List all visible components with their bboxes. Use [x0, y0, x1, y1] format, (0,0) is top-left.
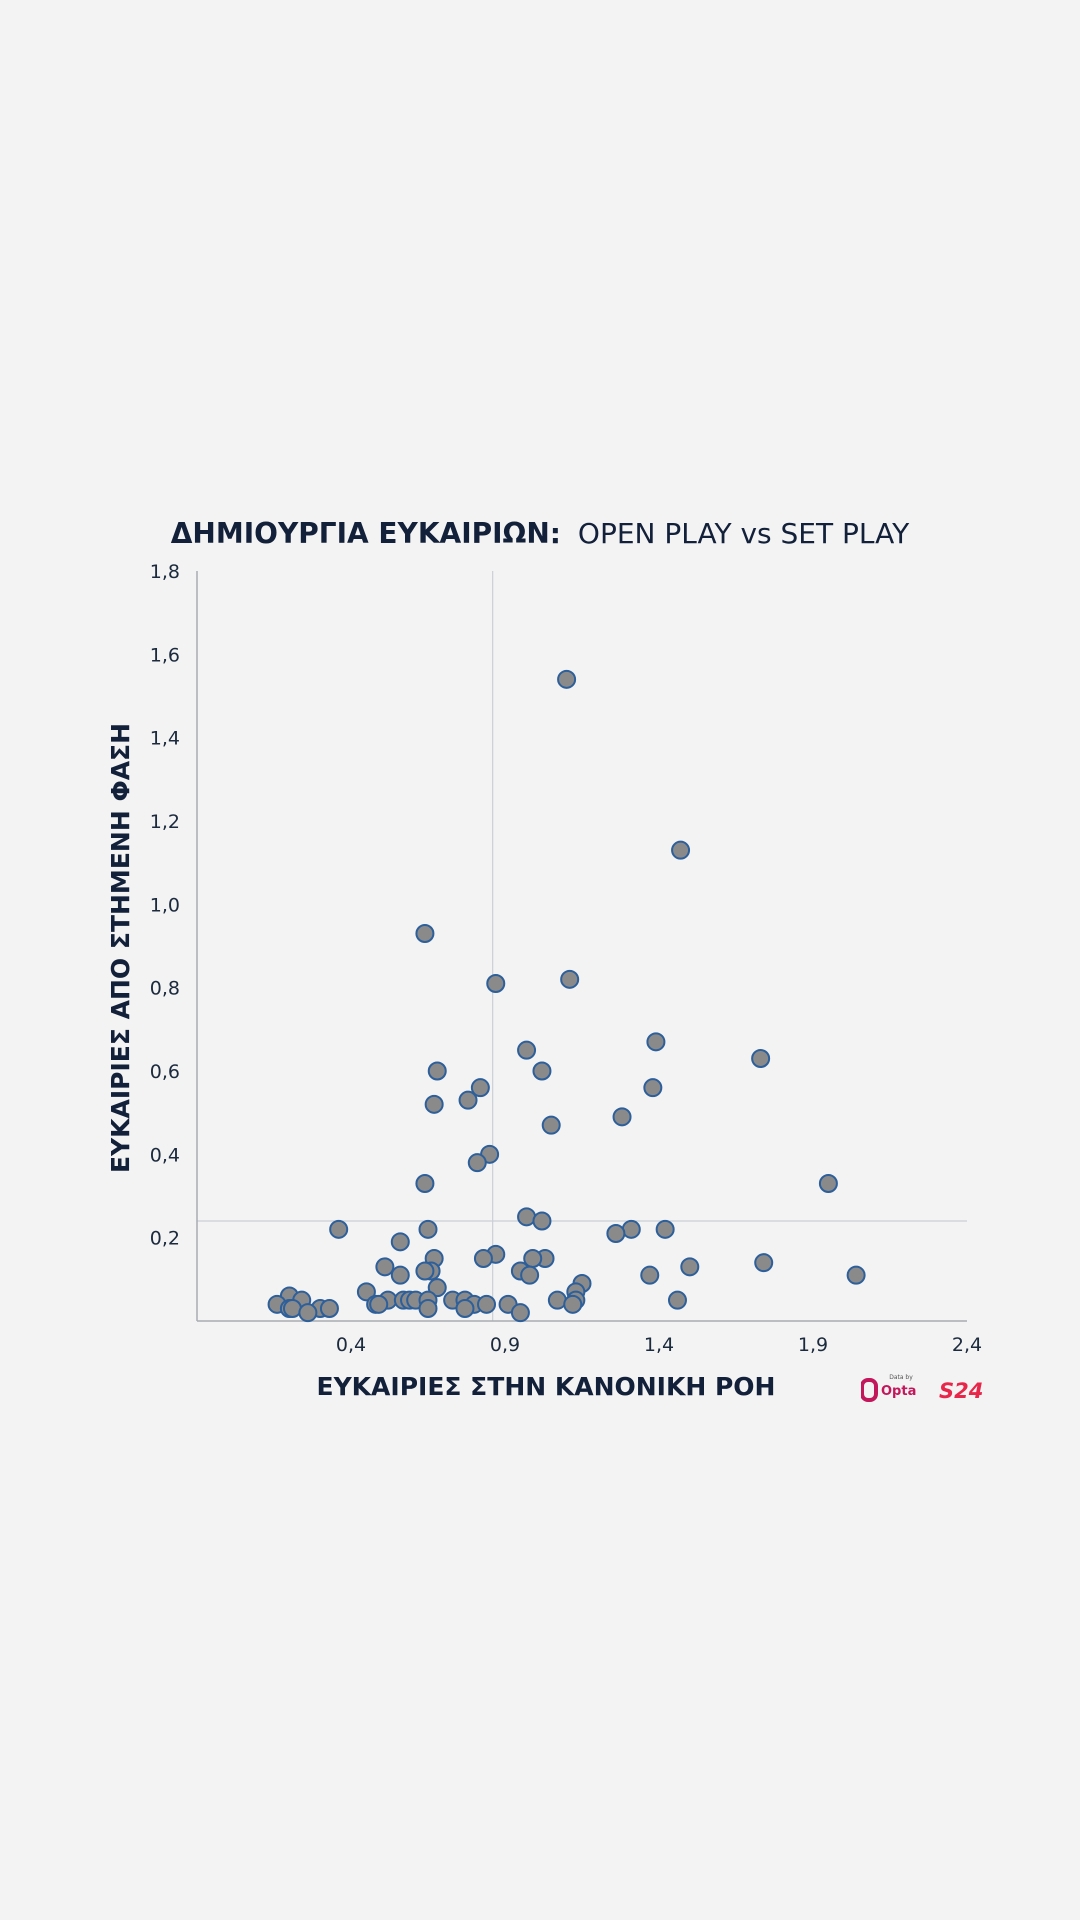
x-tick-label: 1,9: [798, 1334, 828, 1356]
chart-title-bold: ΔΗΜΙΟΥΡΓΙΑ ΕΥΚΑΙΡΙΩΝ:: [171, 517, 561, 550]
data-point: [375, 1257, 395, 1277]
data-point: [418, 1299, 438, 1318]
data-point: [510, 1303, 530, 1323]
data-point: [643, 1078, 663, 1098]
data-point: [532, 1211, 552, 1231]
data-point: [621, 1219, 641, 1239]
plot-area: [196, 571, 967, 1322]
data-point: [455, 1299, 475, 1318]
data-point: [473, 1249, 493, 1268]
y-axis-label: ΕΥΚΑΙΡΙΕΣ ΑΠΟ ΣΤΗΜΕΝΗ ΦΑΣΗ: [106, 723, 135, 1173]
chart-title: ΔΗΜΙΟΥΡΓΙΑ ΕΥΚΑΙΡΙΩΝ: OPEN PLAY vs SET P…: [171, 517, 910, 550]
data-point: [415, 924, 435, 943]
data-point: [547, 1290, 567, 1310]
data-point: [298, 1303, 318, 1323]
data-point: [754, 1253, 774, 1273]
data-point: [424, 1094, 444, 1114]
data-point: [415, 1174, 435, 1193]
data-point: [680, 1257, 700, 1277]
data-point: [517, 1040, 537, 1060]
data-point: [415, 1261, 435, 1281]
x-tick-label: 0,9: [490, 1334, 520, 1356]
data-point: [282, 1299, 302, 1318]
data-point: [517, 1207, 537, 1227]
data-point: [356, 1282, 376, 1302]
data-points: [267, 669, 866, 1323]
data-point: [541, 1115, 561, 1135]
data-point: [612, 1107, 632, 1127]
data-point: [458, 1090, 478, 1110]
data-point: [671, 840, 691, 860]
y-tick-label: 1,4: [150, 728, 180, 750]
data-point: [390, 1265, 410, 1285]
opta-caption: Data by: [889, 1374, 913, 1381]
data-point: [329, 1219, 349, 1239]
data-point: [477, 1294, 497, 1314]
data-point: [640, 1265, 660, 1285]
x-tick-label: 0,4: [336, 1334, 366, 1356]
chart-title-regular: OPEN PLAY vs SET PLAY: [578, 517, 910, 550]
s24-logo: S24: [939, 1379, 983, 1403]
data-point: [563, 1294, 583, 1314]
data-point: [467, 1153, 487, 1173]
data-point: [470, 1078, 490, 1098]
y-tick-label: 1,2: [150, 811, 180, 833]
data-point: [846, 1265, 866, 1285]
y-tick-label: 0,6: [150, 1061, 180, 1083]
y-tick-label: 1,6: [150, 644, 180, 666]
opta-name: Opta: [881, 1384, 916, 1399]
data-point: [646, 1032, 666, 1052]
y-tick-label: 1,0: [150, 894, 180, 916]
data-point: [486, 974, 506, 993]
opta-logo: Data by Opta: [861, 1374, 916, 1402]
data-point: [390, 1232, 410, 1252]
x-tick-label: 1,4: [644, 1334, 674, 1356]
x-tick-label: 2,4: [952, 1334, 982, 1356]
data-point: [427, 1278, 447, 1298]
y-tick-label: 0,4: [150, 1144, 180, 1166]
opta-mark-icon: [861, 1378, 878, 1402]
data-point: [427, 1061, 447, 1081]
tick-labels: 0,4 0,9 1,4 1,9 2,4 0,2 0,4 0,6 0,8 1,0 1,2 1,4 1,6 1…: [150, 561, 982, 1356]
data-point: [655, 1219, 675, 1239]
data-point: [606, 1224, 626, 1243]
x-axis-label: ΕΥΚΑΙΡΙΕΣ ΣΤΗΝ ΚΑΝΟΝΙΚΗ ΡΟΗ: [317, 1372, 776, 1401]
y-tick-label: 0,8: [150, 978, 180, 1000]
data-point: [751, 1049, 771, 1068]
data-point: [369, 1294, 389, 1314]
s24-name: S24: [939, 1379, 983, 1403]
data-point: [557, 669, 577, 689]
y-tick-label: 0,2: [150, 1228, 180, 1250]
data-point: [319, 1299, 339, 1318]
y-tick-label: 1,8: [150, 561, 180, 583]
data-point: [818, 1174, 838, 1193]
data-point: [520, 1265, 540, 1285]
data-point: [418, 1219, 438, 1239]
data-point: [667, 1290, 687, 1310]
data-point: [560, 969, 580, 989]
data-point: [532, 1061, 552, 1081]
